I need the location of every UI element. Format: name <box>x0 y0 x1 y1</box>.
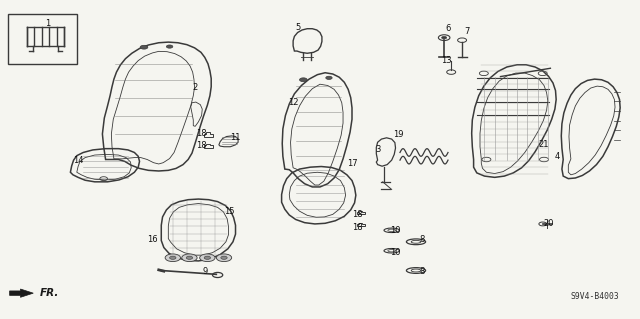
Text: 19: 19 <box>393 130 403 139</box>
Circle shape <box>182 254 197 262</box>
Circle shape <box>204 256 211 259</box>
Circle shape <box>442 36 447 39</box>
Circle shape <box>165 254 180 262</box>
Text: 18: 18 <box>352 210 362 219</box>
Text: 18: 18 <box>352 223 362 232</box>
Text: 16: 16 <box>147 235 157 244</box>
Text: 13: 13 <box>442 56 452 65</box>
Text: 4: 4 <box>554 152 559 161</box>
Text: 12: 12 <box>288 98 298 107</box>
Text: 3: 3 <box>375 145 380 154</box>
Polygon shape <box>10 289 33 297</box>
Text: 10: 10 <box>390 226 401 235</box>
Text: 8: 8 <box>420 267 425 276</box>
Text: 21: 21 <box>539 140 549 149</box>
Text: 7: 7 <box>465 27 470 36</box>
Text: 20: 20 <box>544 219 554 228</box>
Text: 11: 11 <box>230 133 241 142</box>
Text: 2: 2 <box>193 83 198 92</box>
Text: 6: 6 <box>445 24 451 33</box>
Circle shape <box>200 254 215 262</box>
Text: 5: 5 <box>295 23 300 32</box>
Bar <box>8 14 77 64</box>
Text: 10: 10 <box>390 248 401 257</box>
Text: 14: 14 <box>73 156 83 165</box>
Circle shape <box>216 254 232 262</box>
Text: 1: 1 <box>45 19 51 28</box>
Text: 17: 17 <box>347 159 357 168</box>
Text: 18: 18 <box>196 141 207 150</box>
Circle shape <box>326 76 332 79</box>
Circle shape <box>170 256 176 259</box>
Circle shape <box>166 45 173 48</box>
Text: 8: 8 <box>420 235 425 244</box>
Text: 18: 18 <box>196 129 207 137</box>
Text: S9V4-B4003: S9V4-B4003 <box>571 292 620 300</box>
Circle shape <box>221 256 227 259</box>
Text: 9: 9 <box>202 267 207 276</box>
Text: 15: 15 <box>224 207 234 216</box>
Circle shape <box>140 45 148 49</box>
Circle shape <box>186 256 193 259</box>
Circle shape <box>300 78 307 82</box>
Text: FR.: FR. <box>40 288 59 299</box>
